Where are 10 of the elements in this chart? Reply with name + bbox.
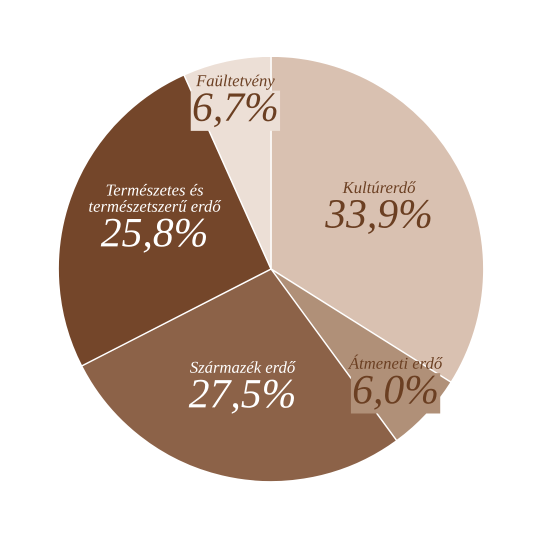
data-label: 6,7% [194,93,276,128]
data-label: 6,0% [354,376,437,410]
slice-label: Kultúrerdő [342,181,416,194]
slice-label: Természetes és természetszerű erdő [89,184,222,212]
slice-label: Faültetvény [196,74,275,90]
data-label: 33,9% [325,200,430,234]
slice-label: Származék erdő [190,361,296,373]
data-label: 25,8% [100,218,206,253]
slice-label: Átmeneti erdő [348,354,443,369]
data-label: 27,5% [188,380,294,414]
